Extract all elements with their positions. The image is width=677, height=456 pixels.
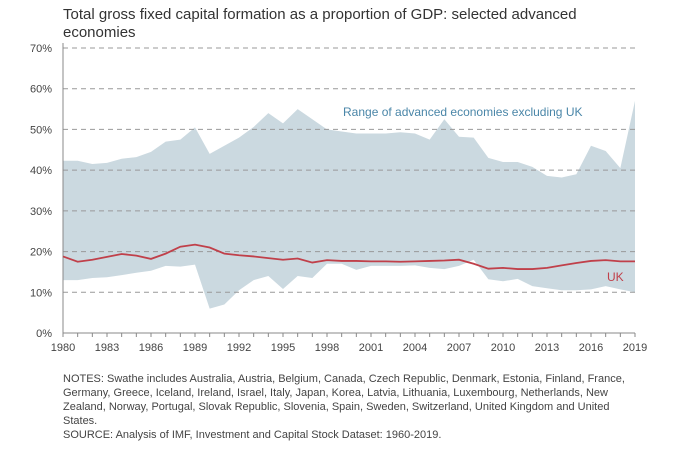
x-tick-label: 1980 [51,342,75,354]
y-tick-label: 30% [30,206,52,218]
range-band [63,100,635,309]
x-tick-label: 2013 [535,342,559,354]
y-tick-label: 0% [36,328,52,340]
y-tick-label: 10% [30,287,52,299]
x-tick-label: 2004 [403,342,427,354]
y-tick-label: 20% [30,247,52,259]
y-tick-label: 40% [30,165,52,177]
x-tick-label: 1986 [139,342,163,354]
x-tick-label: 2001 [359,342,383,354]
x-tick-label: 2019 [623,342,647,354]
uk-label: UK [607,270,624,284]
uk-line [62,243,635,270]
y-tick-label: 70% [30,43,52,55]
source-text: SOURCE: Analysis of IMF, Investment and … [63,429,442,441]
chart-notes: NOTES: Swathe includes Australia, Austri… [63,372,643,442]
notes-text: NOTES: Swathe includes Australia, Austri… [63,373,625,427]
y-tick-label: 50% [30,124,52,136]
x-tick-label: 1989 [183,342,207,354]
x-tick-label: 1983 [95,342,119,354]
chart-title: Total gross fixed capital formation as a… [63,6,577,41]
y-tick-label: 60% [30,84,52,96]
x-tick-label: 2010 [491,342,515,354]
x-tick-label: 1992 [227,342,251,354]
x-tick-label: 1995 [271,342,295,354]
x-tick-label: 2007 [447,342,471,354]
x-tick-label: 1998 [315,342,339,354]
range-label: Range of advanced economies excluding UK [343,105,582,119]
x-tick-label: 2016 [579,342,603,354]
